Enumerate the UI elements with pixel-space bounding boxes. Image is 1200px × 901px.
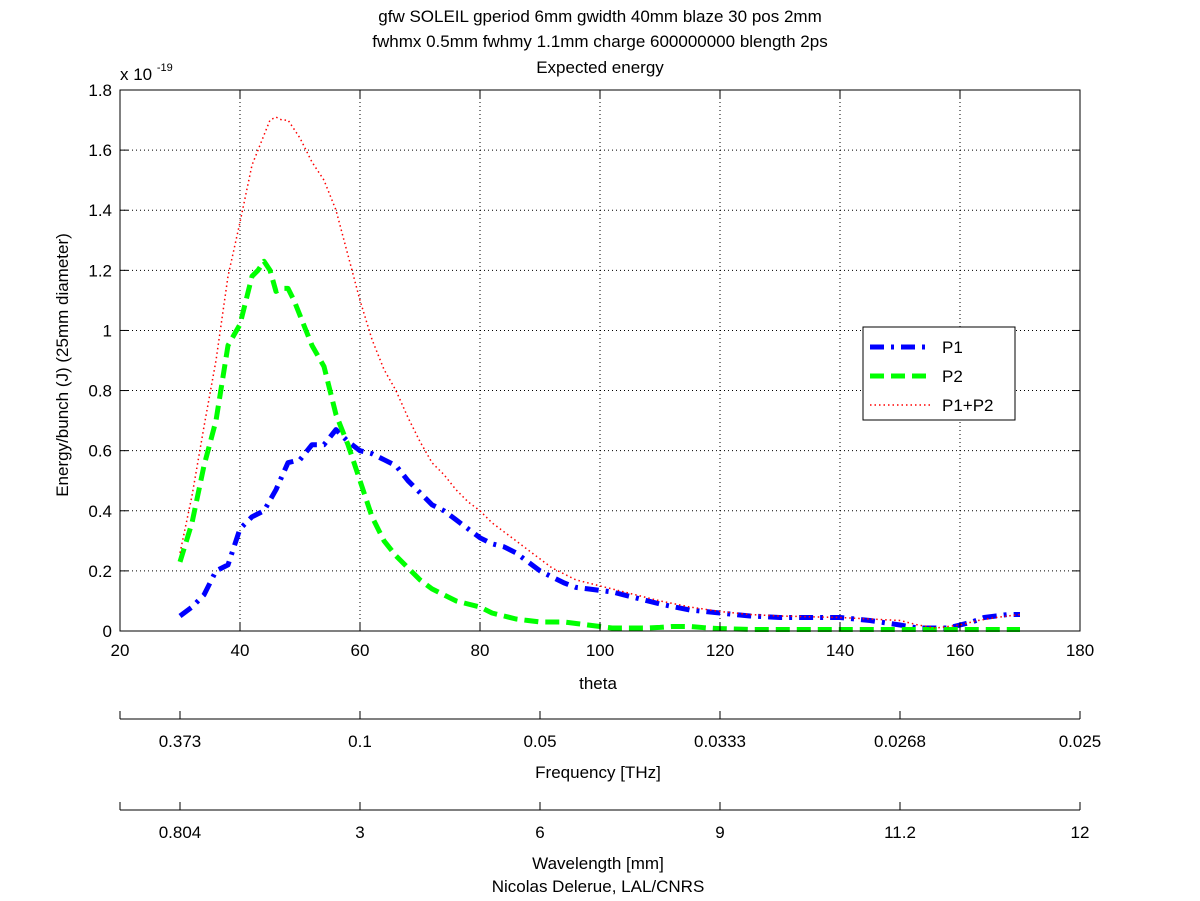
y-tick-label: 0.4 [88,502,112,521]
x-tick-label: 180 [1066,641,1094,660]
y-tick-label: 1 [103,321,112,340]
legend-label-p1-p2: P1+P2 [942,396,994,415]
y-axis-multiplier-base: x 10 [120,65,152,84]
title-line-1: gfw SOLEIL gperiod 6mm gwidth 40mm blaze… [378,7,821,26]
y-tick-label: 0 [103,622,112,641]
plot-series [177,116,1021,632]
plot-grid [120,90,1080,631]
series-line-p2 [177,258,1020,632]
secondary-axis-tick-label: 0.373 [159,732,202,751]
x-tick-label: 160 [946,641,974,660]
legend-label-p2: P2 [942,367,963,386]
footer-credit: Nicolas Delerue, LAL/CNRS [492,877,705,896]
secondary-axis-2: 0.804 3 6 9 11.2 12 Wavelength [mm] [119,802,1090,873]
y-tick-label: 0.6 [88,442,112,461]
y-axis-label: Energy/bunch (J) (25mm diameter) [53,233,72,497]
secondary-axis-tick-label: 3 [355,823,364,842]
y-tick-label: 0.8 [88,382,112,401]
title-line-2: fwhmx 0.5mm fwhmy 1.1mm charge 600000000… [372,32,827,51]
x-tick-label: 80 [471,641,490,660]
secondary-axis-tick-label: 11.2 [884,823,916,842]
secondary-axis-tick-label: 0.804 [159,823,202,842]
secondary-axis-tick-label: 0.0333 [694,732,746,751]
x-tick-label: 60 [351,641,370,660]
x-tick-label: 20 [111,641,130,660]
secondary-axis-tick-label: 0.1 [348,732,372,751]
secondary-axes: 0.373 0.1 0.05 0.0333 0.0268 0.025 Frequency [… [119,711,1102,873]
x-tick-label: 120 [706,641,734,660]
secondary-axis-tick-label: 0.05 [523,732,556,751]
y-tick-label: 1.2 [88,261,112,280]
secondary-axis-label: Frequency [THz] [535,763,661,782]
x-tick-label: 140 [826,641,854,660]
y-axis-multiplier: x 10 -19 [120,62,173,84]
secondary-axis-tick-label: 6 [535,823,544,842]
secondary-axis-tick-label: 9 [715,823,724,842]
x-tick-label: 40 [231,641,250,660]
legend-label-p1: P1 [942,338,963,357]
series-line-p1 [178,427,1020,631]
chart-legend: P1 P2 P1+P2 [862,326,1016,421]
secondary-axis-label: Wavelength [mm] [532,854,664,873]
y-tick-label: 1.8 [88,81,112,100]
y-tick-label: 1.4 [88,201,112,220]
y-tick-label: 1.6 [88,141,112,160]
secondary-axis-tick-label: 0.025 [1059,732,1102,751]
x-axis-ticks: 20 40 60 80 100 120 140 160 180 [111,90,1094,660]
y-tick-label: 0.2 [88,562,112,581]
secondary-axis-1: 0.373 0.1 0.05 0.0333 0.0268 0.025 Frequency [… [119,711,1102,782]
y-axis-ticks: 0 0.2 0.4 0.6 0.8 1 1.2 1.4 1.6 1.8 [88,81,1080,641]
x-tick-label: 100 [586,641,614,660]
secondary-axis-tick-label: 12 [1071,823,1090,842]
secondary-axis-tick-label: 0.0268 [874,732,926,751]
y-axis-multiplier-exponent: -19 [157,62,173,74]
title-line-3: Expected energy [536,58,664,77]
x-axis-label: theta [579,674,617,693]
chart-title: gfw SOLEIL gperiod 6mm gwidth 40mm blaze… [372,7,827,77]
